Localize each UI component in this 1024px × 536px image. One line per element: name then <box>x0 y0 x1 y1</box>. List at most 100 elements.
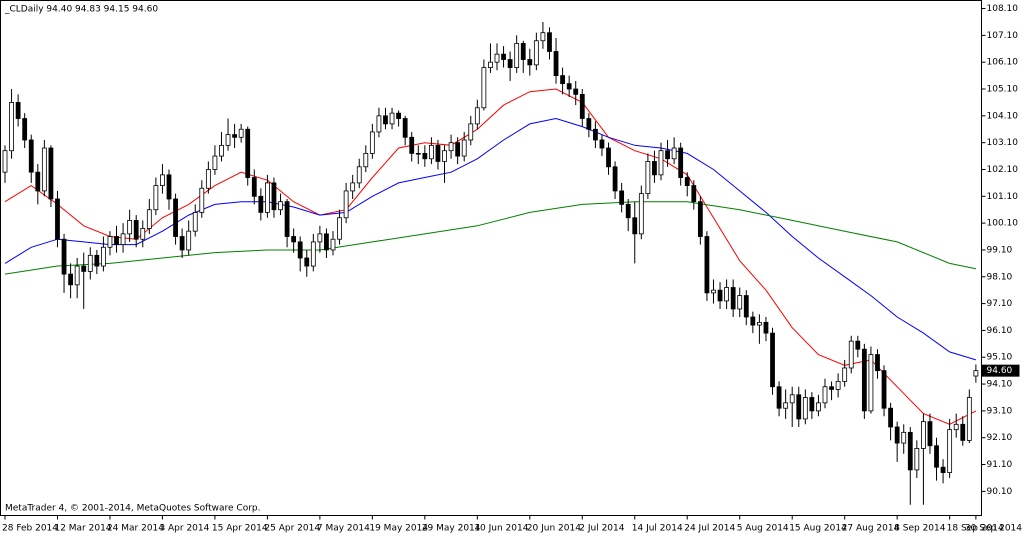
candle-body <box>678 147 684 178</box>
candle-body <box>271 182 277 211</box>
candle-body <box>888 407 893 428</box>
candle-body <box>638 193 644 235</box>
candle-body <box>435 144 441 162</box>
candle-body <box>940 466 946 473</box>
candle-body <box>527 59 533 66</box>
candle-body <box>212 155 218 170</box>
candle-body <box>540 32 546 42</box>
candle-body <box>160 174 165 186</box>
candle-body <box>586 118 592 130</box>
y-tick-label: 97.10 <box>987 299 1013 309</box>
candle-body <box>881 370 887 409</box>
x-tick-label: 5 Aug 2014 <box>737 524 789 534</box>
candle-body <box>41 147 47 192</box>
x-tick-label: 27 Aug 2014 <box>842 524 900 534</box>
candle-body <box>566 83 572 90</box>
candle-body <box>356 166 362 184</box>
candle-body <box>350 182 356 192</box>
candle-body <box>192 212 198 232</box>
candle-body <box>120 233 126 245</box>
candle-body <box>599 139 605 149</box>
last-price-box <box>981 364 1020 377</box>
candle-body <box>737 295 743 310</box>
y-tick-label: 108.10 <box>987 4 1019 14</box>
candle-body <box>245 128 251 178</box>
candle-body <box>671 147 677 160</box>
candle-body <box>55 198 60 240</box>
candle-body <box>763 321 769 334</box>
candle-body <box>966 397 972 441</box>
candle-body <box>61 238 67 275</box>
candle-body <box>573 88 579 95</box>
candle-body <box>927 421 933 447</box>
x-tick-label: 2 Jul 2014 <box>579 524 624 534</box>
candle-body <box>383 115 388 125</box>
candle-body <box>258 195 264 213</box>
y-tick-label: 96.10 <box>987 326 1013 336</box>
candle-body <box>173 198 178 237</box>
candle-body <box>35 171 41 192</box>
candle-body <box>507 59 513 68</box>
candle-body <box>107 236 113 248</box>
candle-body <box>861 348 867 412</box>
candle-body <box>140 228 146 240</box>
candle-body <box>743 295 749 318</box>
candle-body <box>750 316 756 326</box>
candle-body <box>730 287 736 310</box>
candle-body <box>468 123 474 141</box>
candle-body <box>579 93 585 119</box>
candle-body <box>219 144 224 157</box>
candle-body <box>973 370 979 377</box>
candle-body <box>868 354 874 412</box>
candle-body <box>848 340 854 369</box>
candle-body <box>684 177 690 186</box>
candle-body <box>481 67 487 109</box>
candle-body <box>488 61 493 68</box>
candle-body <box>428 144 434 160</box>
candle-body <box>711 289 716 294</box>
candle-body <box>802 397 808 420</box>
candle-body <box>15 102 21 119</box>
candle-body <box>304 257 310 267</box>
y-tick-label: 98.10 <box>987 272 1013 282</box>
candle-body <box>894 426 900 444</box>
ma-line <box>4 201 976 275</box>
y-tick-label: 93.10 <box>987 406 1013 416</box>
y-tick-label: 95.10 <box>987 353 1013 363</box>
candle-body <box>186 230 192 251</box>
candle-body <box>284 201 290 237</box>
x-tick-label: 15 Aug 2014 <box>789 524 847 534</box>
candle-body <box>625 203 631 219</box>
candle-body <box>835 380 841 390</box>
candle-body <box>553 51 559 77</box>
candle-body <box>612 166 618 192</box>
candle-body <box>455 142 461 157</box>
x-tick-label: 29 May 2014 <box>422 524 481 534</box>
candle-body <box>560 75 565 85</box>
y-tick-label: 106.10 <box>987 58 1019 68</box>
y-tick-label: 92.10 <box>987 433 1013 443</box>
candle-body <box>494 53 500 63</box>
last-price-label: 94.60 <box>987 366 1013 376</box>
candle-body <box>770 332 775 388</box>
candle-body <box>704 236 710 294</box>
candle-body <box>199 187 205 213</box>
candle-body <box>310 241 316 267</box>
candle-body <box>757 321 762 326</box>
candle-body <box>547 32 552 52</box>
candle-body <box>816 402 821 412</box>
candle-body <box>422 152 428 160</box>
candle-body <box>28 139 34 173</box>
x-tick-label: 10 Jun 2014 <box>474 524 528 534</box>
candle-body <box>796 394 802 420</box>
candle-body <box>822 386 828 404</box>
y-tick-label: 91.10 <box>987 460 1013 470</box>
x-tick-label: 28 Feb 2014 <box>2 524 58 534</box>
y-tick-label: 107.10 <box>987 31 1019 41</box>
x-tick-label: 25 Apr 2014 <box>264 524 320 534</box>
y-tick-label: 90.10 <box>987 487 1013 497</box>
candle-body <box>533 40 539 66</box>
candle-body <box>593 128 598 141</box>
candle-body <box>907 431 913 471</box>
